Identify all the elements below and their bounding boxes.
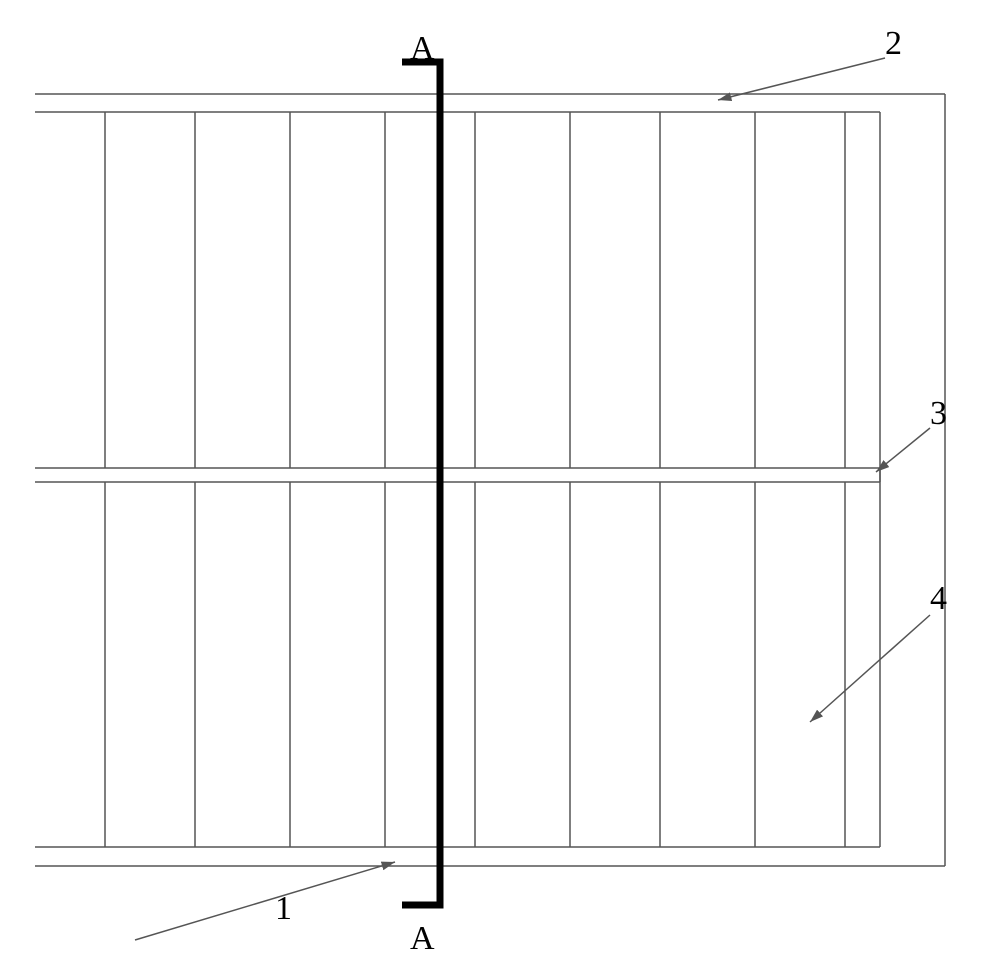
technical-drawing <box>0 0 1000 970</box>
reference-label-4: 4 <box>930 580 947 618</box>
section-line <box>402 62 440 905</box>
leader-1 <box>135 862 395 940</box>
reference-label-2: 2 <box>885 25 902 63</box>
section-label-top: A <box>410 30 435 68</box>
reference-label-3: 3 <box>930 395 947 433</box>
leader-4 <box>810 615 930 722</box>
section-label-bottom: A <box>410 920 435 958</box>
leader-3 <box>876 428 930 472</box>
geometry-group <box>35 58 945 940</box>
reference-label-1: 1 <box>275 890 292 928</box>
